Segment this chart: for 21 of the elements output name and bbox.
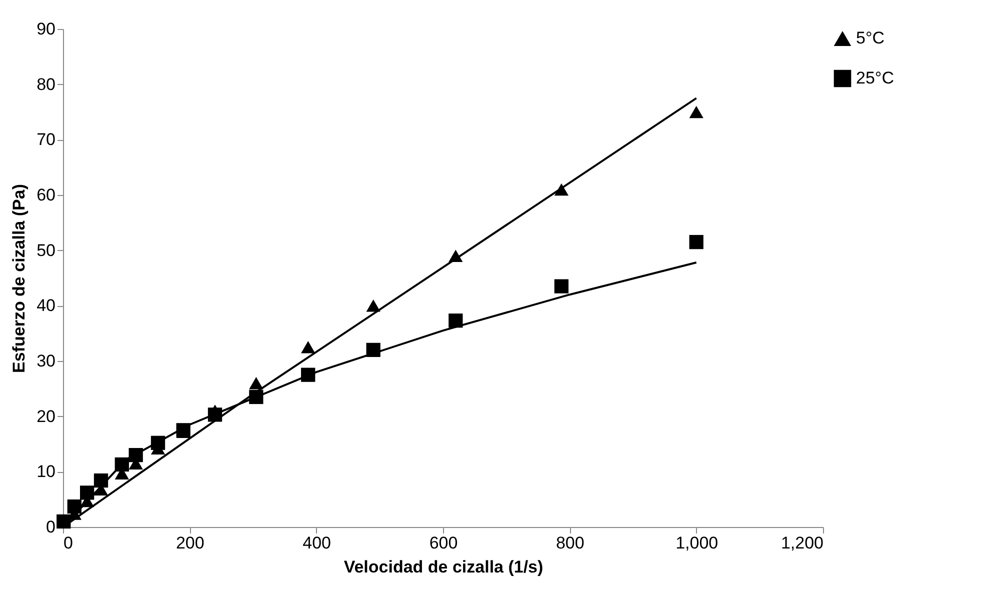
x-axis-title: Velocidad de cizalla (1/s) — [344, 558, 544, 576]
legend-label: 25°C — [856, 68, 894, 88]
x-tick-label: 0 — [64, 534, 73, 552]
x-tick-label: 600 — [429, 534, 458, 552]
x-tick-label: 200 — [176, 534, 204, 552]
y-tick-label: 90 — [36, 20, 56, 38]
y-tick-label: 40 — [36, 296, 56, 316]
y-tick-label: 0 — [46, 518, 56, 536]
y-tick-label: 60 — [36, 186, 56, 204]
y-axis-title: Esfuerzo de cizalla (Pa) — [10, 184, 29, 373]
y-tick-label: 30 — [36, 352, 56, 370]
y-tick-label: 20 — [36, 406, 56, 426]
x-tick-label: 1,000 — [676, 534, 718, 552]
y-tick-label: 50 — [36, 240, 56, 260]
y-tick-label: 10 — [36, 462, 56, 482]
y-tick-label: 70 — [36, 130, 56, 150]
x-tick-label: 800 — [556, 534, 584, 552]
x-tick-label: 400 — [302, 534, 332, 552]
x-tick-label: 1,200 — [780, 534, 824, 552]
y-tick-label: 80 — [36, 74, 56, 94]
legend-label: 5°C — [856, 28, 885, 48]
